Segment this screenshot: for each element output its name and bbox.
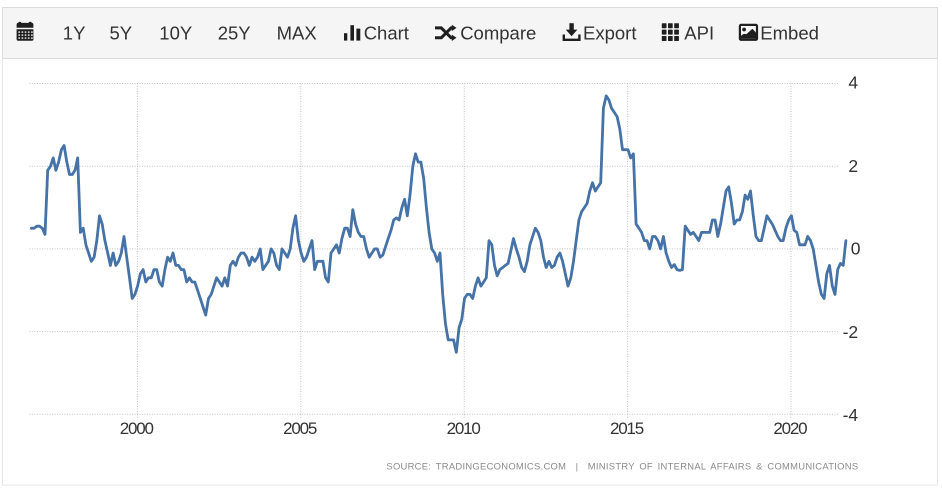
svg-text:2010: 2010	[447, 419, 481, 438]
svg-text:1Y: 1Y	[63, 22, 86, 43]
svg-text:4: 4	[848, 72, 858, 92]
svg-text:2000: 2000	[120, 419, 154, 438]
svg-text:Chart: Chart	[364, 22, 409, 43]
svg-text:2: 2	[848, 156, 858, 176]
svg-text:-4: -4	[843, 405, 859, 425]
svg-text:Compare: Compare	[460, 22, 536, 43]
svg-text:-2: -2	[843, 322, 859, 342]
svg-text:API: API	[684, 22, 714, 43]
svg-text:SOURCE: TRADINGECONOMICS.COM: SOURCE: TRADINGECONOMICS.COM | MINISTRY …	[386, 461, 858, 472]
svg-text:25Y: 25Y	[218, 22, 251, 43]
svg-text:2020: 2020	[773, 419, 807, 438]
svg-text:MAX: MAX	[277, 22, 317, 43]
svg-text:0: 0	[851, 239, 861, 259]
svg-text:5Y: 5Y	[110, 22, 133, 43]
svg-text:Embed: Embed	[760, 22, 819, 43]
svg-text:10Y: 10Y	[159, 22, 192, 43]
svg-text:Export: Export	[583, 22, 636, 43]
svg-text:2005: 2005	[283, 419, 317, 438]
svg-text:2015: 2015	[610, 419, 644, 438]
